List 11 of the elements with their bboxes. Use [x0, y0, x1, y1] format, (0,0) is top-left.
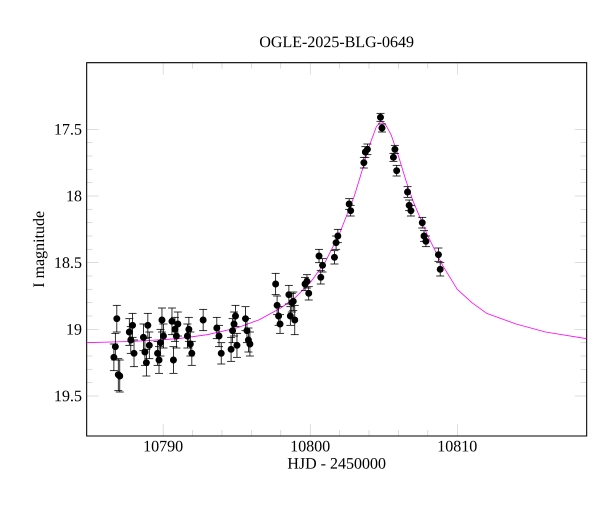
y-axis-title: I magnitude [32, 211, 48, 288]
y-tick-label: 19 [67, 324, 82, 335]
chart-title: OGLE-2025-BLG-0649 [260, 36, 414, 48]
x-axis-title: HJD - 2450000 [288, 458, 386, 469]
y-tick-label: 19.5 [55, 390, 82, 402]
x-tick-label: 10790 [144, 440, 183, 452]
y-tick-label: 18 [67, 190, 82, 202]
y-tick-label: 18.5 [55, 257, 82, 268]
y-tick-label: 17.5 [55, 124, 82, 135]
x-tick-label: 10810 [438, 440, 477, 452]
x-tick-label: 10800 [292, 440, 330, 452]
